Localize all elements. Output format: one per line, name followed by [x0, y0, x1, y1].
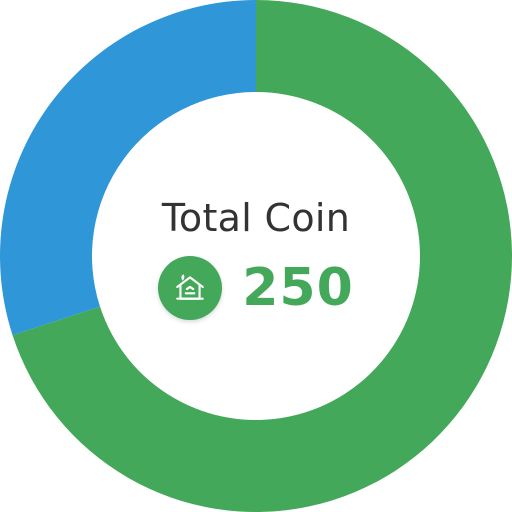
house-icon: [158, 256, 223, 320]
donut-slice-1: [0, 0, 256, 336]
coin-total-row: 250: [0, 256, 512, 320]
total-coin-value: 250: [242, 258, 354, 318]
total-coin-label: Total Coin: [161, 196, 351, 240]
donut-slice-0: [12, 0, 512, 512]
